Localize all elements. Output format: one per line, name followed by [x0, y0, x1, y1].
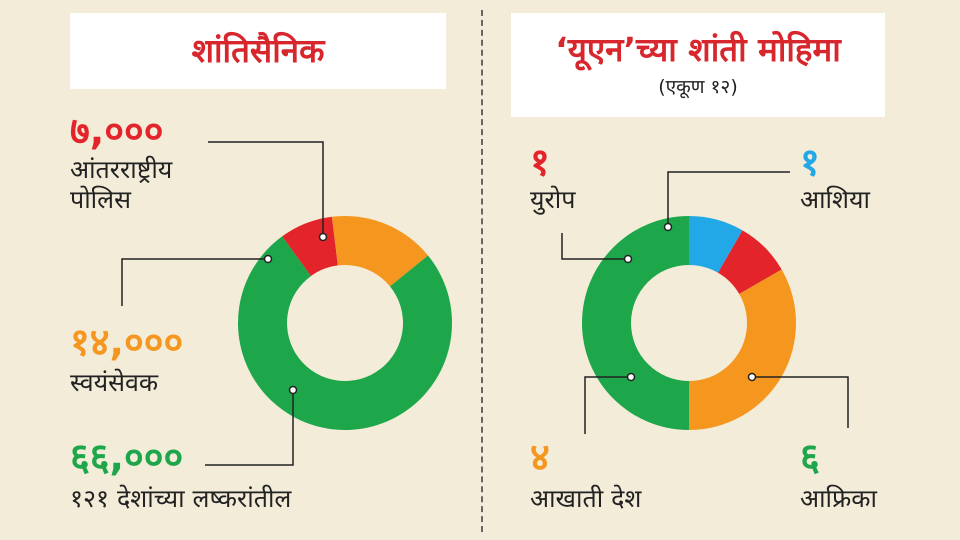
- leader-army-dot: [288, 385, 298, 395]
- leader-volunteers: [121, 258, 268, 306]
- donut-0-slice-2: [238, 236, 452, 430]
- leader-army: [205, 390, 294, 466]
- leader-asia-dot: [663, 222, 673, 232]
- right-value-gulf: ४: [530, 435, 550, 479]
- donut-1-slice-0: [689, 216, 743, 273]
- leader-gulf-dot: [626, 372, 636, 382]
- right-value-africa: ६: [800, 435, 820, 479]
- left-label-volunteers: स्वयंसेवक: [70, 368, 159, 397]
- right-label-africa: आफ्रिका: [800, 484, 877, 513]
- leader-africa-dot: [747, 372, 757, 382]
- left-label-army: १२१ देशांच्या लष्करांतील: [70, 484, 292, 513]
- left-title-box: शांतिसैनिक: [70, 13, 446, 89]
- leader-europe: [561, 233, 628, 260]
- leader-police: [208, 141, 324, 237]
- donut-0-slice-1: [331, 216, 429, 287]
- leader-volunteers-dot: [263, 254, 273, 264]
- donut-1-slice-1: [718, 230, 782, 294]
- left-value-police: ७,०००: [70, 109, 164, 153]
- right-value-europe: १: [530, 140, 550, 184]
- right-label-gulf: आखाती देश: [530, 484, 642, 513]
- right-label-asia: आशिया: [800, 185, 871, 214]
- donut-1-slice-2: [689, 269, 796, 430]
- right-title-box: ‘यूएन’च्या शांती मोहिमा (एकूण १२): [511, 13, 885, 117]
- donut-1-slice-3: [582, 216, 689, 430]
- leader-gulf: [584, 376, 631, 434]
- left-label-police: आंतरराष्ट्रीय पोलिस: [70, 155, 173, 214]
- leader-europe-dot: [623, 254, 633, 264]
- donut-0-slice-0: [282, 216, 338, 277]
- right-label-europe: युरोप: [530, 185, 576, 214]
- left-value-army: ६६,०००: [70, 435, 184, 479]
- leader-africa: [752, 376, 849, 428]
- leader-asia: [667, 171, 790, 227]
- leader-police-dot: [318, 232, 328, 242]
- left-title: शांतिसैनिक: [191, 31, 325, 71]
- right-value-asia: १: [800, 140, 820, 184]
- panel-divider: [481, 10, 483, 532]
- left-value-volunteers: १४,०००: [70, 320, 184, 364]
- right-subtitle: (एकूण १२): [658, 75, 738, 98]
- right-title: ‘यूएन’च्या शांती मोहिमा: [555, 30, 841, 70]
